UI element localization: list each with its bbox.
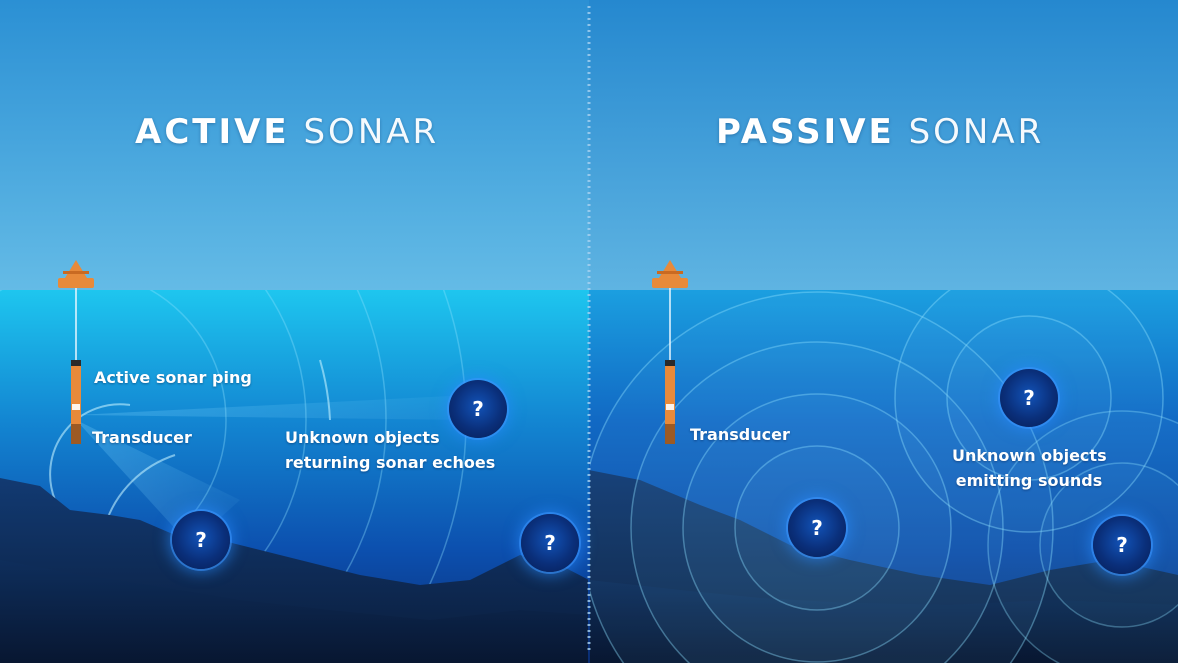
buoy-left	[58, 260, 94, 360]
passive-panel	[589, 0, 1178, 663]
sky-right	[589, 0, 1178, 291]
passive-title-light: SONAR	[908, 112, 1045, 152]
active-panel	[0, 0, 589, 663]
active-ping-label: Active sonar ping	[94, 368, 252, 387]
unknown-object-marker: ?	[1000, 369, 1058, 427]
unknown-object-marker: ?	[1093, 516, 1151, 574]
active-objects-label-line1: Unknown objects	[285, 428, 440, 447]
passive-objects-label-line1: Unknown objects	[952, 446, 1107, 465]
ping-front-arcs	[49, 359, 331, 526]
unknown-object-marker: ?	[172, 511, 230, 569]
transducer-left	[71, 360, 81, 444]
active-transducer-label: Transducer	[92, 428, 192, 447]
active-objects-label-line2: returning sonar echoes	[285, 453, 496, 472]
passive-objects-label-line2: emitting sounds	[955, 471, 1103, 490]
passive-title-bold: PASSIVE	[716, 112, 895, 152]
passive-transducer-label: Transducer	[690, 425, 790, 444]
ping-beam-upper	[76, 395, 472, 420]
active-objects-label: Unknown objects returning sonar echoes	[285, 425, 495, 475]
active-title-bold: ACTIVE	[135, 112, 290, 152]
unknown-object-marker: ?	[521, 514, 579, 572]
transducer-right	[665, 360, 675, 444]
active-title-light: SONAR	[303, 112, 440, 152]
buoy-right	[652, 260, 688, 360]
sky-left	[0, 0, 589, 291]
passive-objects-label: Unknown objects emitting sounds	[952, 443, 1107, 493]
passive-sonar-title: PASSIVE SONAR	[716, 112, 1044, 152]
unknown-object-marker: ?	[449, 380, 507, 438]
active-sonar-title: ACTIVE SONAR	[135, 112, 439, 152]
unknown-object-marker: ?	[788, 499, 846, 557]
